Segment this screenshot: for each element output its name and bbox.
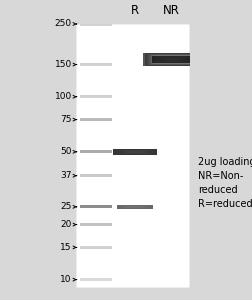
Bar: [129, 151, 140, 152]
Bar: [80, 223, 112, 226]
Bar: [151, 56, 190, 63]
Bar: [116, 205, 153, 209]
Bar: [118, 150, 151, 154]
Bar: [127, 206, 142, 208]
Bar: [150, 55, 192, 64]
Bar: [80, 150, 112, 153]
Bar: [113, 149, 156, 155]
Bar: [167, 58, 175, 60]
Text: 2ug loading
NR=Non-
reduced
R=reduced: 2ug loading NR=Non- reduced R=reduced: [197, 157, 252, 209]
Bar: [154, 56, 187, 63]
Bar: [163, 58, 179, 62]
Bar: [148, 54, 194, 65]
Bar: [80, 205, 112, 208]
Bar: [122, 206, 147, 208]
Text: 75: 75: [60, 115, 72, 124]
Bar: [124, 206, 145, 208]
Text: 20: 20: [60, 220, 72, 229]
Bar: [120, 150, 149, 154]
Text: 10: 10: [60, 275, 72, 284]
Bar: [159, 56, 183, 62]
Text: 50: 50: [60, 147, 72, 156]
Bar: [131, 151, 138, 152]
Bar: [152, 55, 190, 64]
Bar: [80, 246, 112, 249]
Text: 25: 25: [60, 202, 72, 211]
Bar: [80, 22, 112, 26]
Bar: [116, 205, 153, 209]
Bar: [124, 150, 145, 153]
Bar: [142, 52, 200, 66]
Bar: [165, 58, 177, 61]
Bar: [169, 59, 173, 60]
Text: 250: 250: [55, 20, 72, 28]
Bar: [146, 54, 196, 65]
Bar: [127, 151, 142, 153]
Text: 100: 100: [54, 92, 72, 101]
Bar: [122, 150, 147, 154]
Bar: [118, 205, 151, 209]
Bar: [130, 206, 139, 207]
Bar: [129, 206, 141, 208]
Bar: [113, 149, 156, 155]
Bar: [80, 174, 112, 177]
Bar: [117, 149, 152, 154]
Bar: [125, 151, 144, 153]
Bar: [119, 205, 150, 208]
Bar: [115, 149, 154, 154]
Text: R: R: [131, 4, 139, 17]
Text: NR: NR: [163, 4, 179, 17]
Bar: [80, 278, 112, 281]
Bar: [80, 63, 112, 66]
Bar: [144, 53, 198, 66]
Bar: [80, 118, 112, 121]
Bar: [80, 95, 112, 98]
Bar: [161, 57, 181, 62]
Bar: [125, 206, 144, 208]
Text: 37: 37: [60, 171, 72, 180]
Bar: [156, 56, 185, 63]
Text: 150: 150: [54, 60, 72, 69]
Bar: [121, 205, 148, 208]
Text: 15: 15: [60, 243, 72, 252]
Bar: [132, 206, 138, 207]
